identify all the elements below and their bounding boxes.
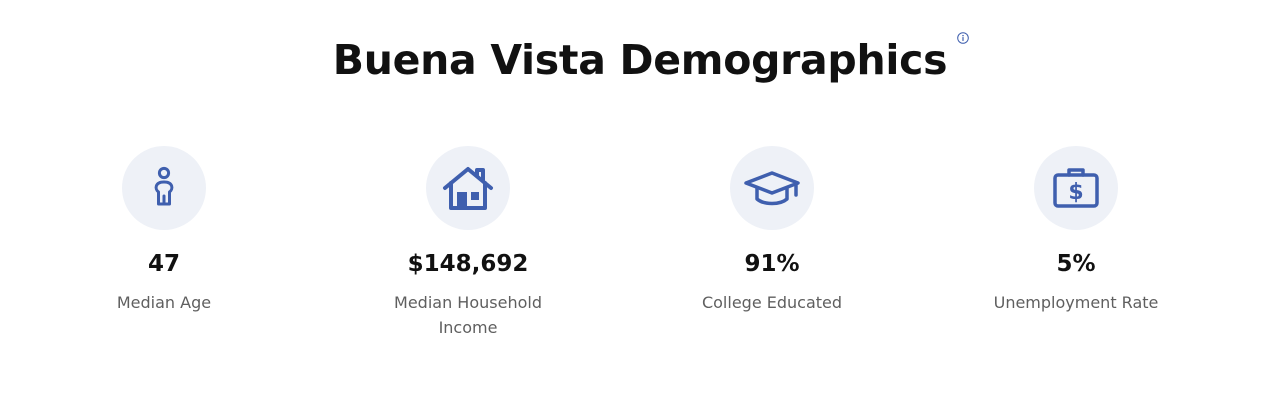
stat-value: $148,692 bbox=[407, 251, 529, 277]
svg-text:$: $ bbox=[1068, 180, 1083, 205]
stat-icon-circle bbox=[426, 146, 510, 230]
stat-unemployment-rate: $ 5% Unemployment Rate bbox=[956, 146, 1196, 315]
stat-label: Unemployment Rate bbox=[993, 293, 1159, 312]
stat-icon-circle: $ bbox=[1034, 146, 1118, 230]
stat-label: College Educated bbox=[701, 293, 843, 312]
stat-value: 91% bbox=[744, 251, 800, 277]
stat-icon-circle bbox=[122, 146, 206, 230]
page-title: Buena Vista Demographics bbox=[332, 30, 970, 90]
stat-college-educated: 91% College Educated bbox=[652, 146, 892, 315]
house-icon bbox=[443, 167, 493, 210]
stat-median-household-income: $148,692 Median Household Income bbox=[348, 146, 588, 340]
stat-icon-circle bbox=[730, 146, 814, 230]
demographics-stats: 47 Median Age $148,692 Median Household … bbox=[0, 146, 1280, 366]
stat-value: 5% bbox=[1056, 251, 1096, 277]
page-title-text: Buena Vista Demographics bbox=[332, 36, 948, 84]
stat-label: Median Household Income bbox=[394, 293, 542, 337]
header: Buena Vista Demographics bbox=[0, 30, 1280, 90]
stat-median-age: 47 Median Age bbox=[44, 146, 284, 315]
stat-label: Median Age bbox=[116, 293, 212, 312]
money-briefcase-icon: $ bbox=[1053, 168, 1099, 208]
person-icon bbox=[154, 166, 174, 206]
graduation-cap-icon bbox=[744, 171, 800, 206]
info-icon[interactable] bbox=[957, 32, 970, 44]
stat-value: 47 bbox=[147, 251, 180, 277]
